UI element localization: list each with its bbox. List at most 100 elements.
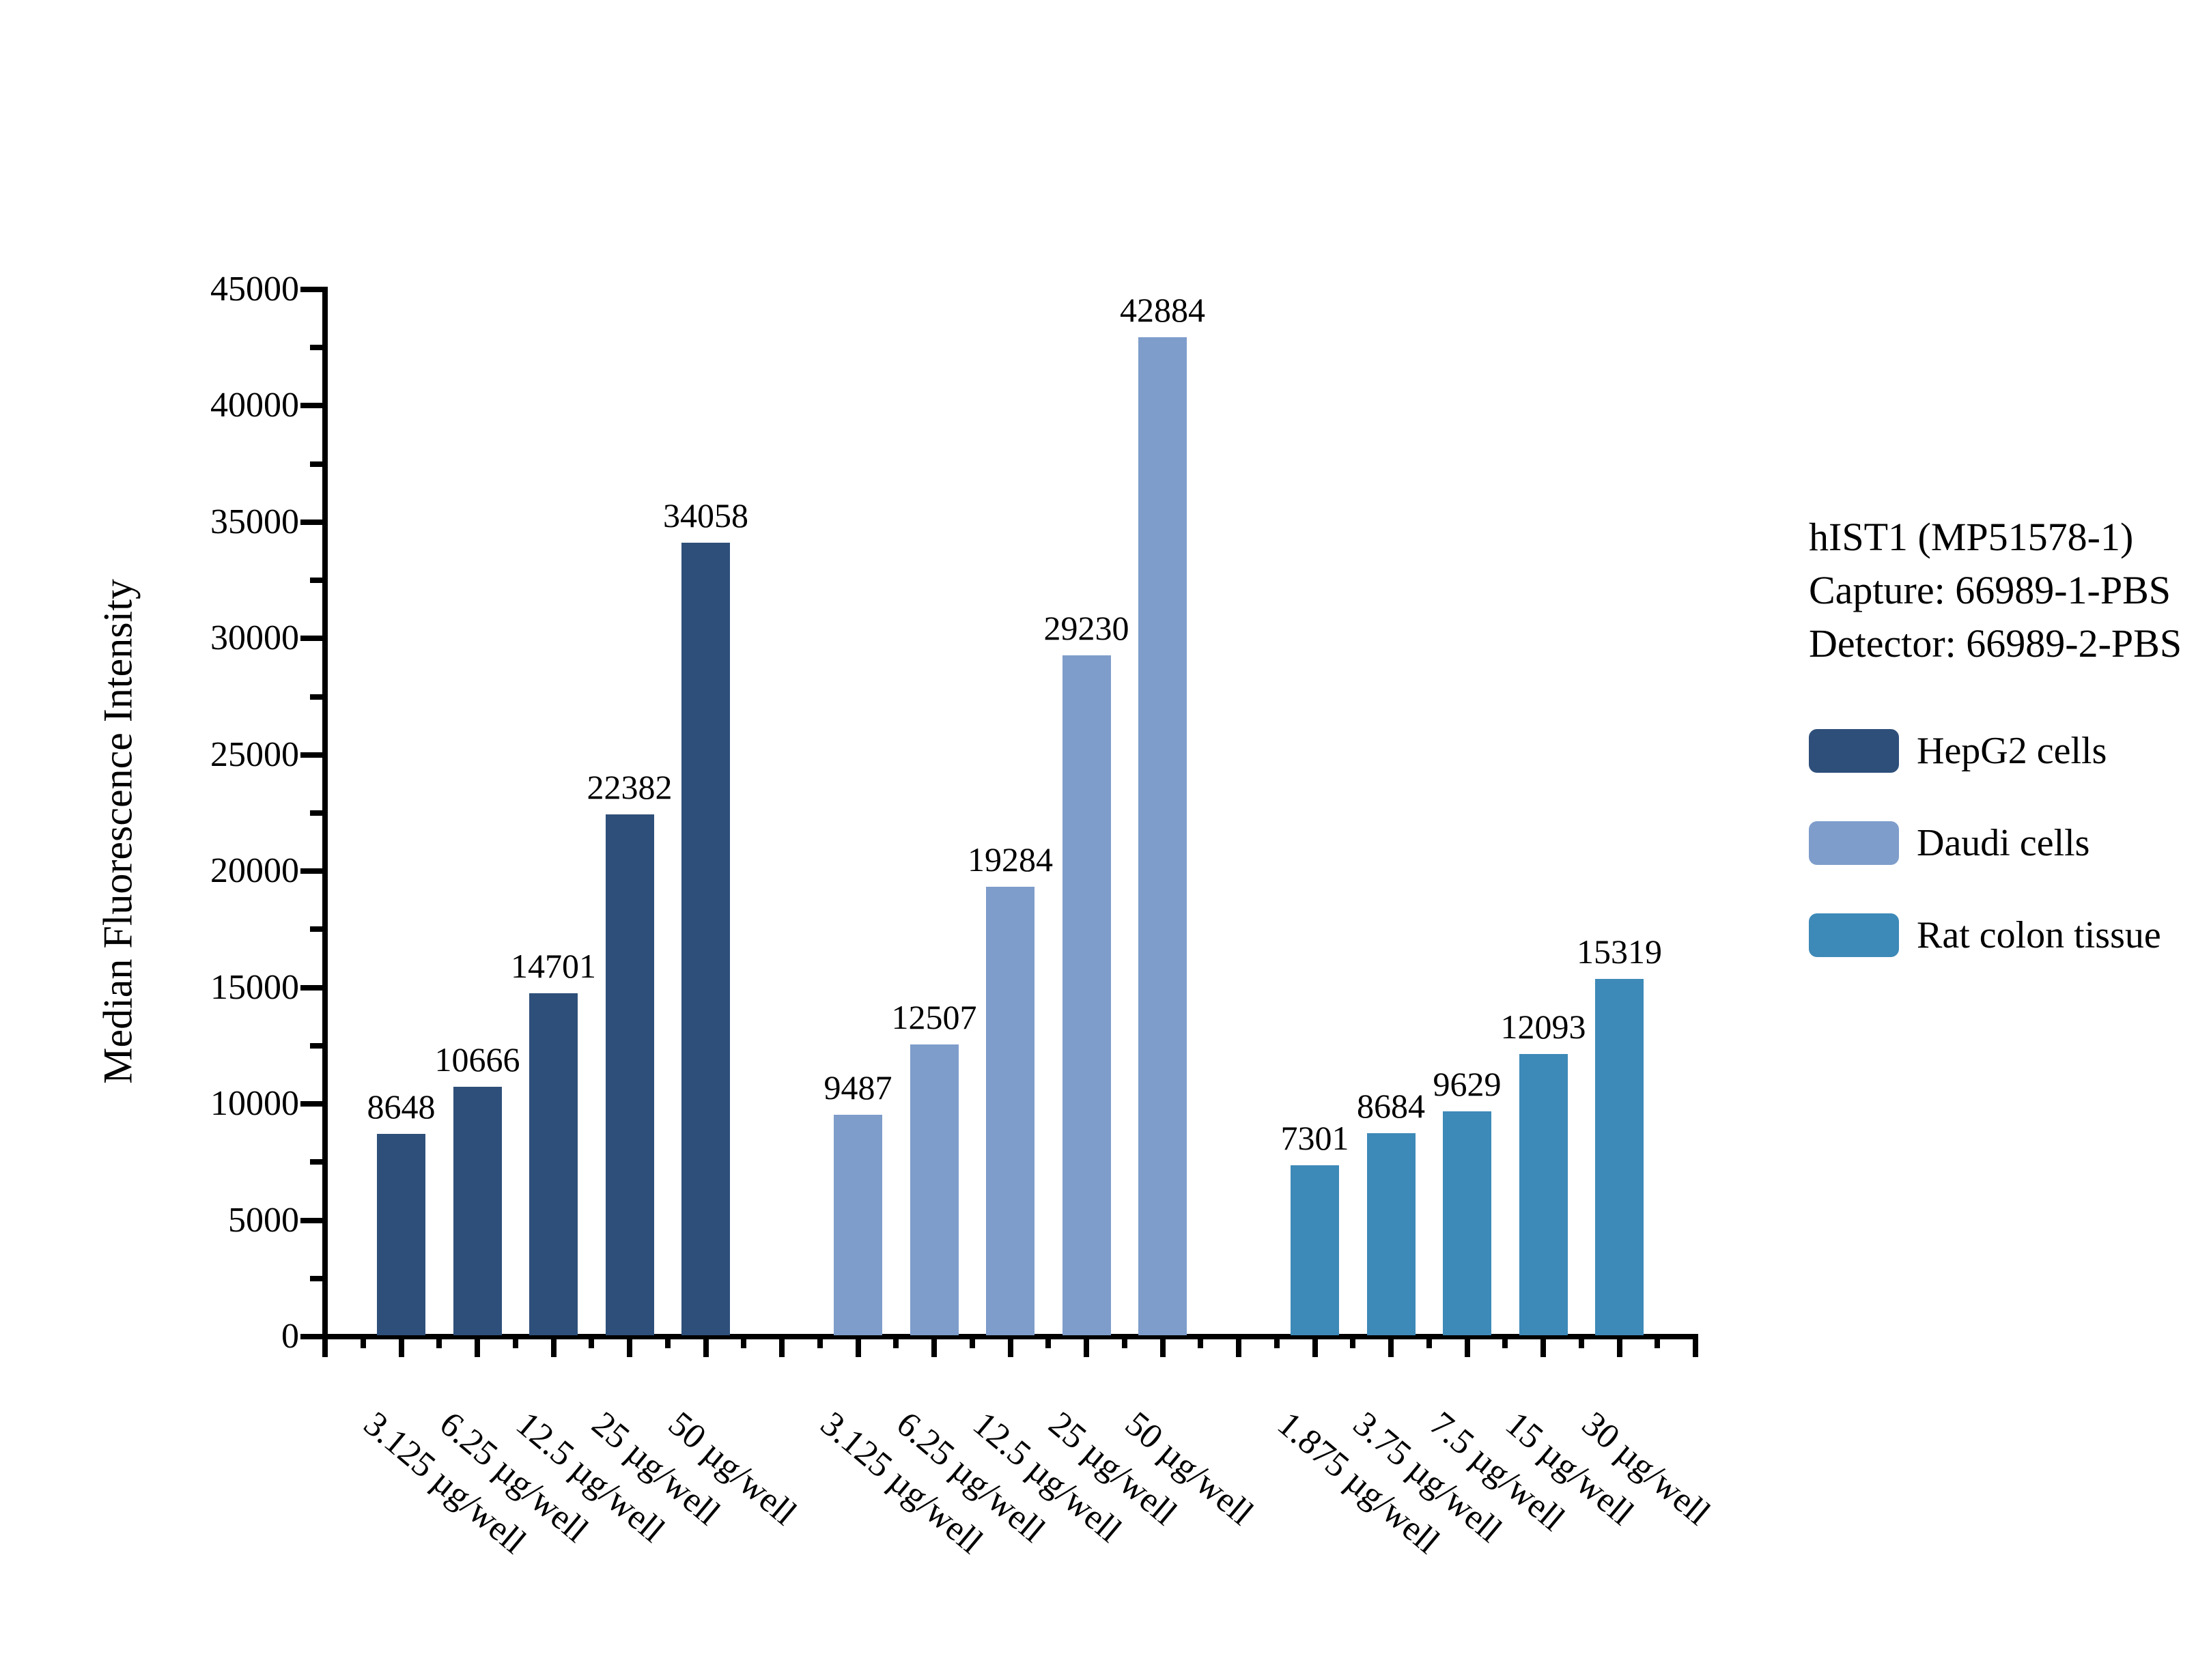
- x-major-tick: [855, 1334, 861, 1357]
- annotation-block: hIST1 (MP51578-1) Capture: 66989-1-PBS D…: [1809, 511, 2182, 670]
- x-major-tick: [550, 1334, 557, 1357]
- y-minor-tick: [310, 810, 328, 816]
- x-minor-tick: [969, 1334, 975, 1348]
- y-minor-tick: [310, 926, 328, 932]
- bar-value-label: 15319: [1577, 932, 1662, 971]
- x-major-tick: [1693, 1334, 1698, 1357]
- legend-row-daudi-cells: Daudi cells: [1809, 821, 2089, 865]
- y-minor-tick: [310, 1159, 328, 1165]
- x-minor-tick: [1426, 1334, 1432, 1348]
- y-major-tick: [300, 752, 328, 758]
- x-minor-tick: [817, 1334, 823, 1348]
- bar-value-label: 9487: [824, 1068, 892, 1107]
- x-major-tick: [1236, 1334, 1241, 1357]
- y-tick-label: 20000: [210, 851, 299, 891]
- y-major-tick: [300, 984, 328, 991]
- x-major-tick: [1007, 1334, 1013, 1357]
- y-major-tick: [300, 403, 328, 409]
- y-major-tick: [300, 1101, 328, 1107]
- bar: [1595, 978, 1644, 1335]
- y-axis-title: Median Fluorescence Intensity: [95, 579, 141, 1084]
- x-minor-tick: [1350, 1334, 1356, 1348]
- x-minor-tick: [893, 1334, 899, 1348]
- legend-swatch-hepg2-cells: [1809, 729, 1899, 773]
- bar: [1138, 337, 1187, 1335]
- legend: HepG2 cells Daudi cells Rat colon tissue: [1809, 0, 2196, 1680]
- bar: [605, 814, 654, 1335]
- x-minor-tick: [360, 1334, 366, 1348]
- y-major-tick: [300, 868, 328, 874]
- x-minor-tick: [436, 1334, 442, 1348]
- bar: [377, 1134, 425, 1335]
- annotation-line-2: Capture: 66989-1-PBS: [1809, 568, 2171, 612]
- legend-row-hepg2-cells: HepG2 cells: [1809, 729, 2107, 773]
- y-tick-label: 0: [281, 1317, 299, 1356]
- y-minor-tick: [310, 1275, 328, 1281]
- x-major-tick: [1464, 1334, 1470, 1357]
- x-major-tick: [1159, 1334, 1166, 1357]
- bar: [529, 993, 578, 1335]
- bar-value-label: 19284: [968, 840, 1053, 879]
- x-major-tick: [703, 1334, 709, 1357]
- x-minor-tick: [1121, 1334, 1127, 1348]
- bar-value-label: 12507: [891, 997, 977, 1036]
- x-major-tick: [931, 1334, 937, 1357]
- bar: [1443, 1111, 1491, 1335]
- y-minor-tick: [310, 461, 328, 467]
- x-major-tick: [779, 1334, 785, 1357]
- x-major-tick: [1312, 1334, 1318, 1357]
- bar: [1062, 655, 1111, 1335]
- x-minor-tick: [1198, 1334, 1204, 1348]
- y-axis-line: [322, 287, 328, 1342]
- x-minor-tick: [1273, 1334, 1280, 1348]
- y-tick-label: 25000: [210, 735, 299, 774]
- legend-label-hepg2-cells: HepG2 cells: [1917, 730, 2107, 772]
- bar: [1291, 1165, 1339, 1335]
- bar: [986, 886, 1034, 1335]
- x-minor-tick: [664, 1334, 671, 1348]
- legend-row-rat-colon-tissue: Rat colon tissue: [1809, 913, 2161, 957]
- bar-value-label: 9629: [1433, 1064, 1502, 1103]
- x-major-tick: [322, 1334, 328, 1357]
- y-tick-label: 30000: [210, 618, 299, 658]
- x-minor-tick: [512, 1334, 518, 1348]
- x-minor-tick: [1045, 1334, 1052, 1348]
- bar-value-label: 8648: [367, 1087, 436, 1126]
- bar-value-label: 22382: [587, 768, 673, 807]
- y-major-tick: [300, 1217, 328, 1223]
- y-major-tick: [300, 519, 328, 525]
- bar-value-label: 42884: [1120, 291, 1205, 330]
- bar: [1519, 1053, 1568, 1335]
- x-minor-tick: [1502, 1334, 1508, 1348]
- legend-swatch-rat-colon-tissue: [1809, 913, 1899, 957]
- y-minor-tick: [310, 1042, 328, 1049]
- x-major-tick: [1616, 1334, 1622, 1357]
- x-minor-tick: [741, 1334, 747, 1348]
- x-minor-tick: [1578, 1334, 1584, 1348]
- y-tick-label: 45000: [210, 270, 299, 309]
- legend-label-daudi-cells: Daudi cells: [1917, 822, 2090, 864]
- x-major-tick: [1388, 1334, 1394, 1357]
- x-major-tick: [1540, 1334, 1546, 1357]
- annotation-line-3: Detector: 66989-2-PBS: [1809, 621, 2182, 666]
- bar-value-label: 12093: [1500, 1007, 1586, 1046]
- y-minor-tick: [310, 694, 328, 700]
- bar-value-label: 8684: [1357, 1086, 1425, 1125]
- bar-value-label: 29230: [1043, 608, 1129, 647]
- bar-value-label: 10666: [434, 1040, 520, 1079]
- x-major-tick: [475, 1334, 480, 1357]
- bar: [834, 1114, 882, 1335]
- bar: [910, 1044, 959, 1335]
- bar-value-label: 7301: [1280, 1119, 1349, 1158]
- bar: [453, 1087, 502, 1335]
- y-tick-label: 40000: [210, 386, 299, 425]
- y-tick-label: 5000: [228, 1200, 299, 1240]
- y-major-tick: [300, 1334, 328, 1339]
- y-tick-label: 35000: [210, 502, 299, 541]
- x-major-tick: [1084, 1334, 1089, 1357]
- x-minor-tick: [589, 1334, 595, 1348]
- legend-swatch-daudi-cells: [1809, 821, 1899, 865]
- bar-value-label: 14701: [511, 946, 596, 985]
